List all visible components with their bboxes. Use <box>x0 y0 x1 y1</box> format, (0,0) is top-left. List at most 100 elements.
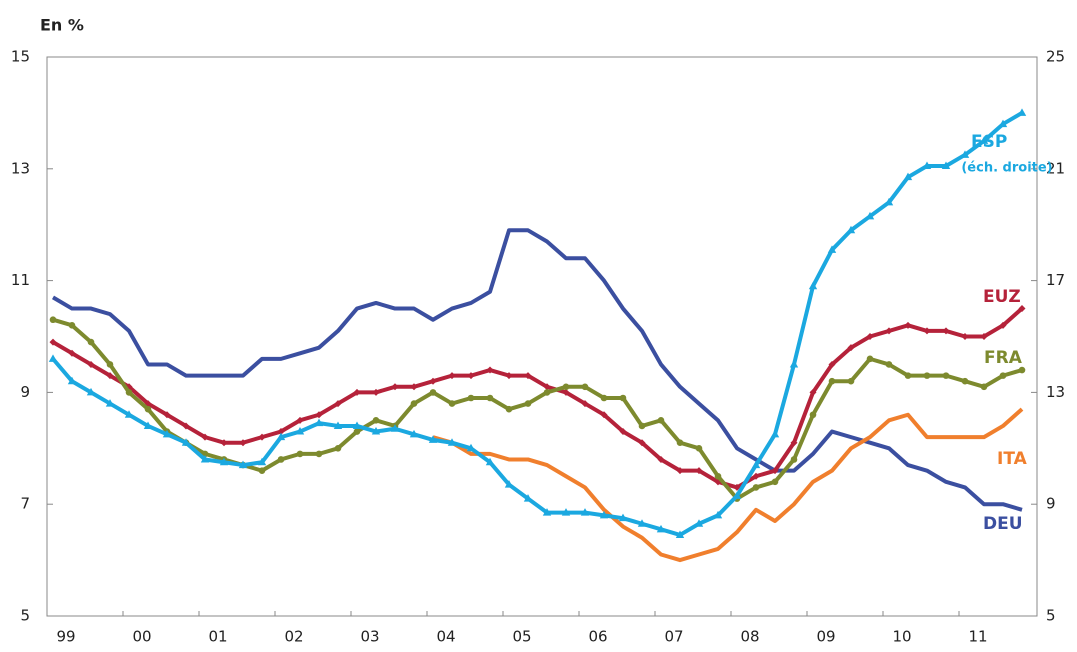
marker <box>600 394 608 402</box>
marker <box>980 333 988 340</box>
marker <box>675 530 685 538</box>
y-tick-label: 11 <box>11 271 30 289</box>
marker <box>485 457 495 466</box>
marker <box>504 480 514 488</box>
marker <box>790 456 798 463</box>
marker <box>695 467 703 475</box>
marker <box>390 424 400 432</box>
series-line <box>51 111 1024 537</box>
marker <box>808 281 818 290</box>
marker <box>543 383 551 391</box>
marker <box>239 439 247 447</box>
marker <box>561 508 571 516</box>
marker <box>296 416 304 424</box>
marker <box>676 467 684 475</box>
marker <box>562 383 570 391</box>
marker <box>847 377 855 385</box>
marker <box>314 418 324 427</box>
y2-tick-label: 13 <box>1046 383 1065 401</box>
marker <box>315 411 323 419</box>
marker <box>771 478 779 486</box>
series-label: FRA <box>984 348 1023 368</box>
marker <box>942 327 950 335</box>
marker <box>505 405 513 413</box>
marker <box>524 400 532 407</box>
marker <box>276 432 286 441</box>
marker <box>505 372 513 380</box>
x-tick-label: 99 <box>56 628 75 646</box>
marker <box>1018 305 1026 313</box>
marker <box>467 372 475 380</box>
marker <box>922 161 932 170</box>
marker <box>181 438 191 446</box>
marker <box>676 439 684 447</box>
marker <box>694 519 704 527</box>
marker <box>884 197 894 206</box>
x-tick-label: 00 <box>132 628 151 646</box>
marker <box>752 472 760 480</box>
marker <box>257 457 267 466</box>
marker <box>391 383 399 391</box>
marker <box>163 411 171 419</box>
marker <box>961 333 969 340</box>
marker <box>885 361 893 368</box>
marker <box>980 383 988 391</box>
marker <box>162 429 172 438</box>
marker <box>771 467 779 475</box>
marker <box>1018 366 1026 374</box>
marker <box>428 435 438 443</box>
marker <box>334 400 342 408</box>
marker <box>334 445 342 452</box>
x-tick-label: 11 <box>968 628 987 646</box>
y-axis-label: En % <box>40 16 84 35</box>
marker <box>999 321 1007 329</box>
series-label: ESP <box>971 132 1007 152</box>
marker <box>87 360 95 368</box>
marker <box>847 344 855 352</box>
marker <box>543 389 551 396</box>
marker <box>486 366 494 374</box>
x-tick-label: 03 <box>360 628 379 646</box>
series-label: DEU <box>983 514 1023 534</box>
marker <box>789 359 799 368</box>
marker <box>333 421 343 429</box>
marker <box>371 427 381 435</box>
series-label: EUZ <box>983 287 1021 307</box>
marker <box>828 360 836 368</box>
marker <box>409 429 419 438</box>
marker <box>809 411 817 419</box>
marker <box>87 338 95 346</box>
y-tick-label: 7 <box>20 495 30 513</box>
marker <box>619 394 627 402</box>
marker <box>447 438 457 446</box>
marker <box>68 349 76 357</box>
marker <box>885 327 893 335</box>
marker <box>942 372 950 379</box>
marker <box>523 494 533 502</box>
x-tick-label: 10 <box>892 628 911 646</box>
marker <box>372 388 380 396</box>
marker <box>219 457 229 466</box>
marker <box>467 394 475 402</box>
y2-tick-label: 17 <box>1046 271 1065 289</box>
marker <box>904 372 912 379</box>
marker <box>429 377 437 385</box>
marker <box>353 428 361 435</box>
marker <box>904 321 912 329</box>
marker <box>960 150 970 158</box>
marker <box>49 338 57 346</box>
x-tick-label: 05 <box>512 628 531 646</box>
marker <box>732 491 742 499</box>
marker <box>903 172 913 181</box>
x-tick-label: 04 <box>436 628 455 646</box>
marker <box>865 211 875 220</box>
marker <box>524 372 532 380</box>
marker <box>657 417 665 424</box>
marker <box>200 454 210 463</box>
marker <box>352 421 362 429</box>
marker <box>258 433 266 441</box>
marker <box>846 225 856 234</box>
marker <box>49 316 57 324</box>
